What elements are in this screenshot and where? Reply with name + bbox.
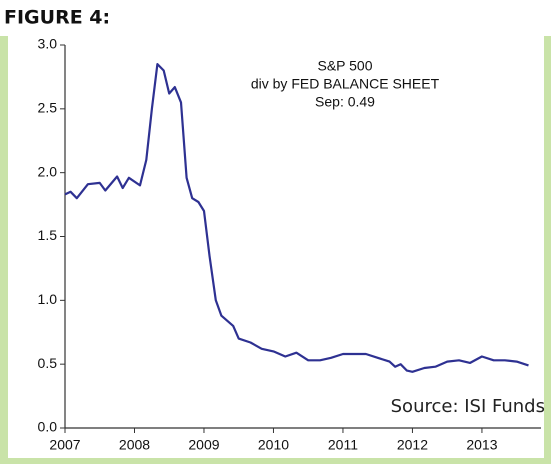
y-tick-label: 0.0: [38, 419, 58, 435]
y-tick-label: 3.0: [38, 36, 58, 52]
x-tick-label: 2009: [188, 437, 219, 453]
x-tick-label: 2012: [397, 437, 428, 453]
plot-panel: [8, 36, 544, 458]
x-tick-label: 2007: [49, 437, 80, 453]
header-band: [0, 0, 551, 36]
data-line: [64, 62, 529, 373]
x-tick-label: 2008: [119, 437, 150, 453]
chart-subtitle: div by FED BALANCE SHEET: [251, 76, 440, 92]
chart-title: S&P 500: [317, 58, 372, 74]
y-tick-label: 1.0: [38, 291, 58, 307]
x-tick-label: 2013: [466, 437, 497, 453]
y-tick-label: 2.0: [38, 163, 58, 179]
y-tick-label: 2.5: [38, 100, 58, 116]
source-note: Source: ISI Funds: [391, 396, 545, 417]
x-tick-label: 2011: [328, 437, 358, 453]
annotation: Sep: 0.49: [315, 94, 375, 110]
y-tick-label: 0.5: [38, 355, 58, 371]
x-tick-label: 2010: [258, 437, 289, 453]
y-tick-label: 1.5: [38, 227, 58, 243]
figure-label: FIGURE 4:: [4, 7, 110, 29]
